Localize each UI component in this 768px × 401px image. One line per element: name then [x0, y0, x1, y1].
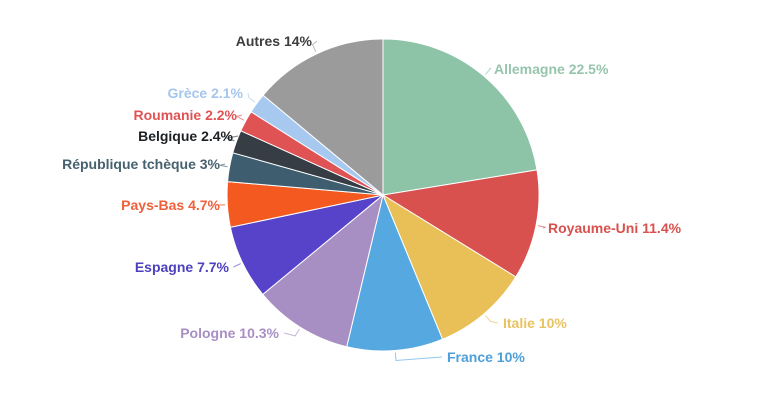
label-connector-italie: [485, 315, 499, 324]
slice-label-pologne: Pologne 10.3%: [180, 325, 279, 341]
pie-slice-italie[interactable]: [382, 194, 517, 340]
label-connector-pays-bas: [217, 204, 226, 206]
slice-label-france: France 10%: [447, 349, 525, 365]
slice-label-roumanie: Roumanie 2.2%: [134, 107, 238, 123]
label-connector-autres: [311, 40, 318, 53]
slice-label-republique-tcheque: République tchèque 3%: [62, 156, 220, 172]
pie-slice-france[interactable]: [346, 194, 443, 352]
label-connector-belgique: [225, 135, 239, 142]
pie-slice-pologne[interactable]: [262, 194, 384, 348]
label-connector-pologne: [283, 328, 300, 337]
pie-slice-royaume-uni[interactable]: [382, 169, 540, 278]
pie-slice-autres[interactable]: [262, 38, 384, 196]
slice-label-espagne: Espagne 7.7%: [135, 259, 230, 275]
label-connector-allemagne: [485, 67, 493, 75]
slice-label-autres: Autres 14%: [236, 33, 313, 49]
pie-slice-allemagne[interactable]: [382, 38, 538, 196]
label-connector-france: [394, 352, 443, 362]
label-connector-roumanie: [235, 114, 245, 121]
slice-label-royaume-uni: Royaume-Uni 11.4%: [548, 220, 682, 236]
slice-label-allemagne: Allemagne 22.5%: [494, 61, 609, 77]
slice-label-italie: Italie 10%: [503, 315, 567, 331]
slice-label-belgique: Belgique 2.4%: [138, 128, 233, 144]
slice-label-pays-bas: Pays-Bas 4.7%: [121, 197, 220, 213]
slice-label-grece: Grèce 2.1%: [168, 85, 244, 101]
label-connector-espagne: [233, 263, 241, 268]
label-connector-republique-tcheque: [219, 163, 228, 168]
label-connector-royaume-uni: [537, 225, 546, 229]
label-connector-grece: [247, 92, 256, 103]
